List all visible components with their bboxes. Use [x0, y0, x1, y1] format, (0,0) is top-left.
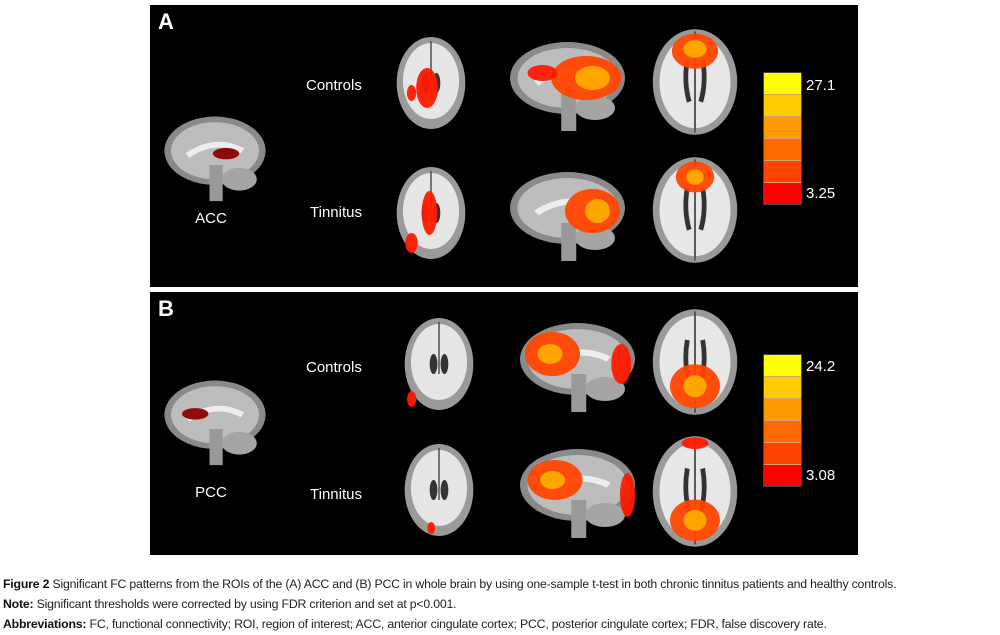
row-label-tinnitus: Tinnitus: [310, 486, 362, 503]
colorbar-segment: [764, 161, 801, 183]
roi-sagittal-brain: [164, 380, 266, 466]
colorbar-segment: [764, 443, 801, 465]
colorbar-segment: [764, 377, 801, 399]
figure-text: Significant FC patterns from the ROIs of…: [49, 577, 897, 591]
abbreviations: Abbreviations: FC, functional connectivi…: [3, 617, 827, 631]
abbr-text: FC, functional connectivity; ROI, region…: [86, 617, 827, 631]
colorbar: [763, 354, 802, 487]
tinnitus-sagittal-brain: [510, 172, 625, 261]
controls-sagittal-brain: [520, 323, 635, 412]
colorbar-segment: [764, 355, 801, 377]
figure-caption: Figure 2 Significant FC patterns from th…: [3, 577, 896, 591]
colorbar-segment: [764, 139, 801, 161]
tinnitus-sagittal-brain: [520, 449, 635, 538]
controls-coronal-brain: [396, 37, 466, 129]
colorbar-segment: [764, 183, 801, 204]
colorbar-segment: [764, 465, 801, 486]
roi-label: ACC: [195, 210, 227, 227]
row-label-controls: Controls: [306, 359, 362, 376]
controls-sagittal-brain: [510, 42, 625, 131]
colorbar-segment: [764, 421, 801, 443]
row-label-tinnitus: Tinnitus: [310, 204, 362, 221]
panel-a: A Controls Tinnitus ACC 27.1 3.25: [150, 5, 858, 287]
roi-label: PCC: [195, 484, 227, 501]
panel-b: B Controls Tinnitus PCC 24.2 3.08: [150, 292, 858, 555]
abbr-label: Abbreviations:: [3, 617, 87, 631]
panel-label: A: [158, 9, 174, 34]
colorbar-segment: [764, 117, 801, 139]
tinnitus-axial-brain: [652, 436, 738, 547]
colorbar-max: 24.2: [806, 358, 836, 375]
note-label: Note:: [3, 597, 34, 611]
colorbar: [763, 72, 802, 205]
figure-label: Figure 2: [3, 577, 50, 591]
note: Note: Significant thresholds were correc…: [3, 597, 457, 611]
controls-axial-brain: [652, 29, 738, 135]
tinnitus-coronal-brain: [404, 444, 474, 536]
colorbar-segment: [764, 73, 801, 95]
panel-label: B: [158, 296, 174, 321]
tinnitus-coronal-brain: [396, 167, 466, 259]
roi-sagittal-brain: [164, 116, 266, 202]
row-label-controls: Controls: [306, 77, 362, 94]
colorbar-max: 27.1: [806, 77, 836, 94]
colorbar-min: 3.25: [806, 185, 836, 202]
colorbar-min: 3.08: [806, 467, 836, 484]
note-text: Significant thresholds were corrected by…: [33, 597, 457, 611]
controls-coronal-brain: [404, 318, 474, 410]
controls-axial-brain: [652, 309, 738, 415]
colorbar-segment: [764, 95, 801, 117]
colorbar-segment: [764, 399, 801, 421]
tinnitus-axial-brain: [652, 157, 738, 263]
